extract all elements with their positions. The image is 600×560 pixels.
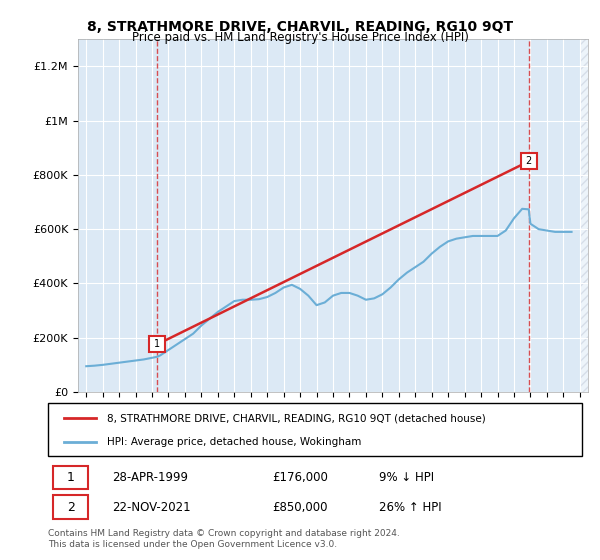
Text: 8, STRATHMORE DRIVE, CHARVIL, READING, RG10 9QT: 8, STRATHMORE DRIVE, CHARVIL, READING, R… — [87, 20, 513, 34]
Text: 22-NOV-2021: 22-NOV-2021 — [112, 501, 191, 514]
Text: £850,000: £850,000 — [272, 501, 328, 514]
Text: 2: 2 — [67, 501, 75, 514]
Text: 8, STRATHMORE DRIVE, CHARVIL, READING, RG10 9QT (detached house): 8, STRATHMORE DRIVE, CHARVIL, READING, R… — [107, 413, 485, 423]
Text: Price paid vs. HM Land Registry's House Price Index (HPI): Price paid vs. HM Land Registry's House … — [131, 31, 469, 44]
Text: Contains HM Land Registry data © Crown copyright and database right 2024.
This d: Contains HM Land Registry data © Crown c… — [48, 529, 400, 549]
Text: £176,000: £176,000 — [272, 471, 328, 484]
Text: 1: 1 — [67, 471, 75, 484]
FancyBboxPatch shape — [48, 403, 582, 456]
Text: 26% ↑ HPI: 26% ↑ HPI — [379, 501, 442, 514]
Text: HPI: Average price, detached house, Wokingham: HPI: Average price, detached house, Woki… — [107, 436, 361, 446]
Bar — [580, 39, 588, 392]
Text: 2: 2 — [526, 156, 532, 166]
FancyBboxPatch shape — [53, 496, 88, 519]
Text: 9% ↓ HPI: 9% ↓ HPI — [379, 471, 434, 484]
Text: 1: 1 — [154, 339, 161, 349]
FancyBboxPatch shape — [53, 466, 88, 489]
Text: 28-APR-1999: 28-APR-1999 — [112, 471, 188, 484]
